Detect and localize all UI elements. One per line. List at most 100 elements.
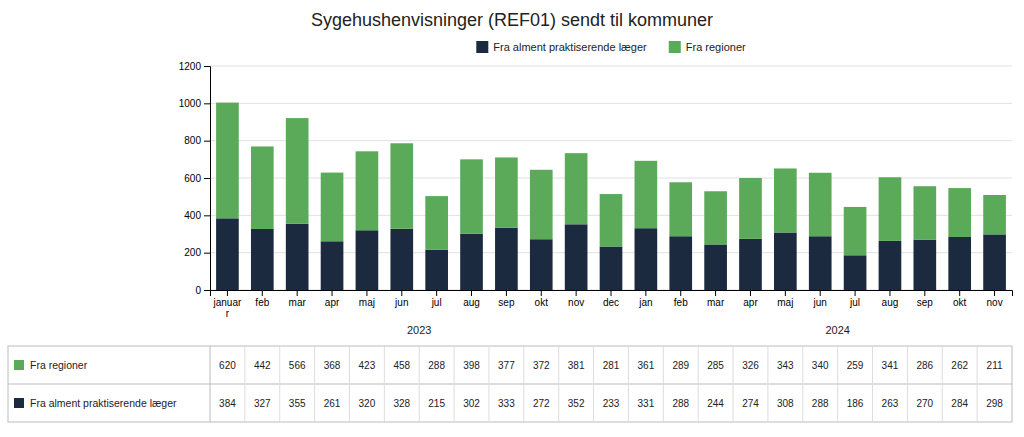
tick: 400 xyxy=(184,210,210,221)
tick-label-line: nov xyxy=(987,297,1003,308)
bar xyxy=(390,229,413,290)
bar xyxy=(774,233,797,290)
tick-mark xyxy=(785,290,786,296)
bar xyxy=(251,146,274,229)
tick: feb xyxy=(674,290,688,308)
tick-label: jan xyxy=(638,297,652,308)
tick-label: 800 xyxy=(184,135,201,146)
table-swatch xyxy=(14,398,24,408)
grid-line xyxy=(210,103,1012,104)
table-divider xyxy=(942,346,943,422)
tick: jan xyxy=(638,290,652,308)
bar xyxy=(948,237,971,290)
bar xyxy=(809,236,832,290)
table-cell: 355 xyxy=(289,398,306,409)
tick: mar xyxy=(289,290,307,308)
tick-label: maj xyxy=(359,297,375,308)
table-cell: 368 xyxy=(324,360,341,371)
tick-mark xyxy=(332,290,333,296)
chart: Sygehushenvisninger (REF01) sendt til ko… xyxy=(0,0,1024,437)
axis-line xyxy=(204,67,211,291)
tick: aug xyxy=(463,290,480,308)
y-axis: 020040060080010001200 xyxy=(179,61,211,296)
table-cell: 270 xyxy=(916,398,933,409)
table-cell: 327 xyxy=(254,398,271,409)
tick-label: jul xyxy=(849,297,860,308)
tick: 200 xyxy=(184,247,210,258)
bar xyxy=(948,188,971,237)
table-divider xyxy=(314,346,315,422)
table-cell: 233 xyxy=(603,398,620,409)
tick-label-line: jun xyxy=(394,297,408,308)
tick-label: 1200 xyxy=(179,61,202,72)
table-cell: 285 xyxy=(707,360,724,371)
table-cell: 272 xyxy=(533,398,550,409)
table-cell: 211 xyxy=(987,360,1003,371)
table-cell: 320 xyxy=(359,398,376,409)
tick-label: apr xyxy=(743,297,758,308)
table-cell: 333 xyxy=(498,398,515,409)
tick-mark xyxy=(541,290,542,296)
bar xyxy=(635,161,658,228)
tick: jun xyxy=(394,290,408,308)
tick-mark xyxy=(750,290,751,296)
table-divider xyxy=(454,346,455,422)
tick-label-line: apr xyxy=(743,297,758,308)
tick-mark xyxy=(204,66,210,67)
tick-label: januarr xyxy=(213,297,242,319)
table-row-label: Fra regioner xyxy=(30,359,88,371)
tick-label: mar xyxy=(289,297,307,308)
table-divider xyxy=(733,346,734,422)
bar xyxy=(844,255,867,290)
x-axis: januarrfebmaraprmajjunjulaugsepoktnovdec… xyxy=(211,290,1013,319)
table-border xyxy=(8,346,1012,422)
bar xyxy=(983,195,1006,234)
bar xyxy=(251,229,274,290)
table-cell: 288 xyxy=(812,398,829,409)
table-cell: 284 xyxy=(951,398,968,409)
tick-mark xyxy=(994,290,995,296)
table-cell: 398 xyxy=(463,360,480,371)
tick: jul xyxy=(849,290,860,308)
table-cell: 343 xyxy=(777,360,794,371)
tick-label: sep xyxy=(498,297,515,308)
tick-mark xyxy=(262,290,263,296)
tick-label-line: okt xyxy=(953,297,967,308)
tick: aug xyxy=(882,290,899,308)
tick-label: okt xyxy=(535,297,549,308)
tick-mark xyxy=(436,290,437,296)
table-cell: 361 xyxy=(638,360,655,371)
tick-mark xyxy=(227,290,228,296)
bar xyxy=(600,247,623,290)
table-row-label: Fra alment praktiserende læger xyxy=(30,397,177,409)
tick-mark xyxy=(506,290,507,296)
tick-label: 200 xyxy=(184,247,201,258)
legend-item: Fra alment praktiserende læger xyxy=(476,41,647,53)
tick: maj xyxy=(777,290,793,308)
tick-label: maj xyxy=(777,297,793,308)
table-cell: 244 xyxy=(707,398,724,409)
table-cell: 326 xyxy=(742,360,759,371)
tick-label-line: feb xyxy=(255,297,269,308)
tick-label-line: jul xyxy=(849,297,860,308)
bar xyxy=(321,241,344,290)
table-divider xyxy=(419,346,420,422)
bar xyxy=(460,234,483,290)
bar xyxy=(565,224,588,290)
bar xyxy=(530,170,553,239)
table-cell: 423 xyxy=(359,360,376,371)
table-divider xyxy=(244,346,245,422)
tick: 0 xyxy=(195,285,210,296)
tick-label-line: r xyxy=(226,308,230,319)
tick-label: aug xyxy=(882,297,899,308)
bar xyxy=(704,191,727,244)
bar xyxy=(913,240,936,290)
table-divider xyxy=(8,384,1012,385)
bar xyxy=(565,153,588,224)
bar xyxy=(356,151,379,230)
tick-mark xyxy=(820,290,821,296)
tick-mark xyxy=(204,178,210,179)
bar xyxy=(704,244,727,290)
table-divider xyxy=(593,346,594,422)
table-cell: 288 xyxy=(428,360,445,371)
